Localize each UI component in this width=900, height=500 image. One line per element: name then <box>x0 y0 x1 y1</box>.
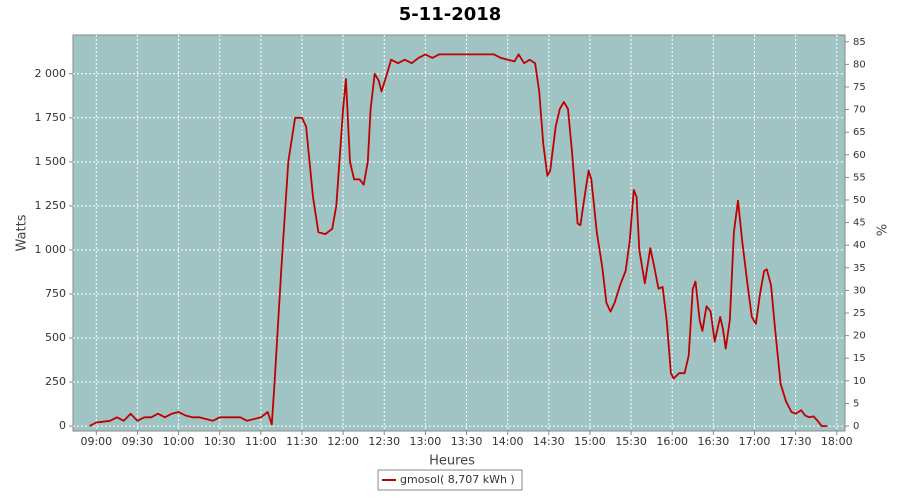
y-tick-label: 1 750 <box>35 111 67 124</box>
y2-tick-label: 0 <box>853 421 859 432</box>
y2-tick-label: 5 <box>853 398 859 409</box>
y2-tick-label: 70 <box>853 105 866 116</box>
plot-area <box>72 34 846 432</box>
y-axis-title: Watts <box>15 214 30 251</box>
x-tick-label: 14:30 <box>533 435 565 448</box>
x-tick-label: 09:00 <box>80 435 112 448</box>
x-tick-label: 12:00 <box>327 435 359 448</box>
y2-tick-label: 60 <box>853 150 866 161</box>
x-tick-label: 09:30 <box>122 435 154 448</box>
x-tick-label: 17:30 <box>780 435 812 448</box>
y2-tick-label: 20 <box>853 331 866 342</box>
y2-tick-label: 40 <box>853 240 866 251</box>
y2-tick-label: 35 <box>853 263 866 274</box>
x-tick-label: 10:00 <box>163 435 195 448</box>
y-tick-label: 1 000 <box>35 243 67 256</box>
y-tick-label: 250 <box>45 375 66 388</box>
y-tick-label: 500 <box>45 331 66 344</box>
y-tick-label: 750 <box>45 287 66 300</box>
y2-axis-title: % <box>873 224 888 236</box>
y2-tick-label: 50 <box>853 195 866 206</box>
y2-tick-label: 15 <box>853 353 866 364</box>
x-axis-title: Heures <box>429 454 475 469</box>
y2-tick-label: 45 <box>853 218 866 229</box>
y-tick-label: 1 500 <box>35 155 67 168</box>
y2-tick-label: 80 <box>853 59 866 70</box>
data-line <box>89 53 828 427</box>
x-tick-label: 11:00 <box>245 435 277 448</box>
y2-tick-label: 85 <box>853 37 866 48</box>
x-tick-label: 10:30 <box>204 435 236 448</box>
x-tick-label: 18:00 <box>821 435 853 448</box>
x-tick-label: 13:30 <box>451 435 483 448</box>
x-tick-label: 16:30 <box>698 435 730 448</box>
x-tick-label: 17:00 <box>739 435 771 448</box>
y-tick-label: 2 000 <box>35 67 67 80</box>
x-tick-label: 12:30 <box>368 435 400 448</box>
x-tick-label: 13:00 <box>410 435 442 448</box>
x-tick-label: 16:00 <box>656 435 688 448</box>
y2-tick-label: 25 <box>853 308 866 319</box>
x-tick-label: 15:00 <box>574 435 606 448</box>
x-tick-label: 15:30 <box>615 435 647 448</box>
y2-tick-label: 65 <box>853 127 866 138</box>
y2-tick-label: 75 <box>853 82 866 93</box>
legend-label: gmosol( 8,707 kWh ) <box>400 473 515 486</box>
y2-tick-label: 55 <box>853 172 866 183</box>
y2-tick-label: 10 <box>853 376 866 387</box>
y2-tick-label: 30 <box>853 285 866 296</box>
x-tick-label: 14:00 <box>492 435 524 448</box>
y-tick-label: 0 <box>59 419 66 432</box>
x-tick-label: 11:30 <box>286 435 318 448</box>
chart-title: 5-11-2018 <box>399 4 502 25</box>
y-tick-label: 1 250 <box>35 199 67 212</box>
legend-box <box>377 469 523 491</box>
